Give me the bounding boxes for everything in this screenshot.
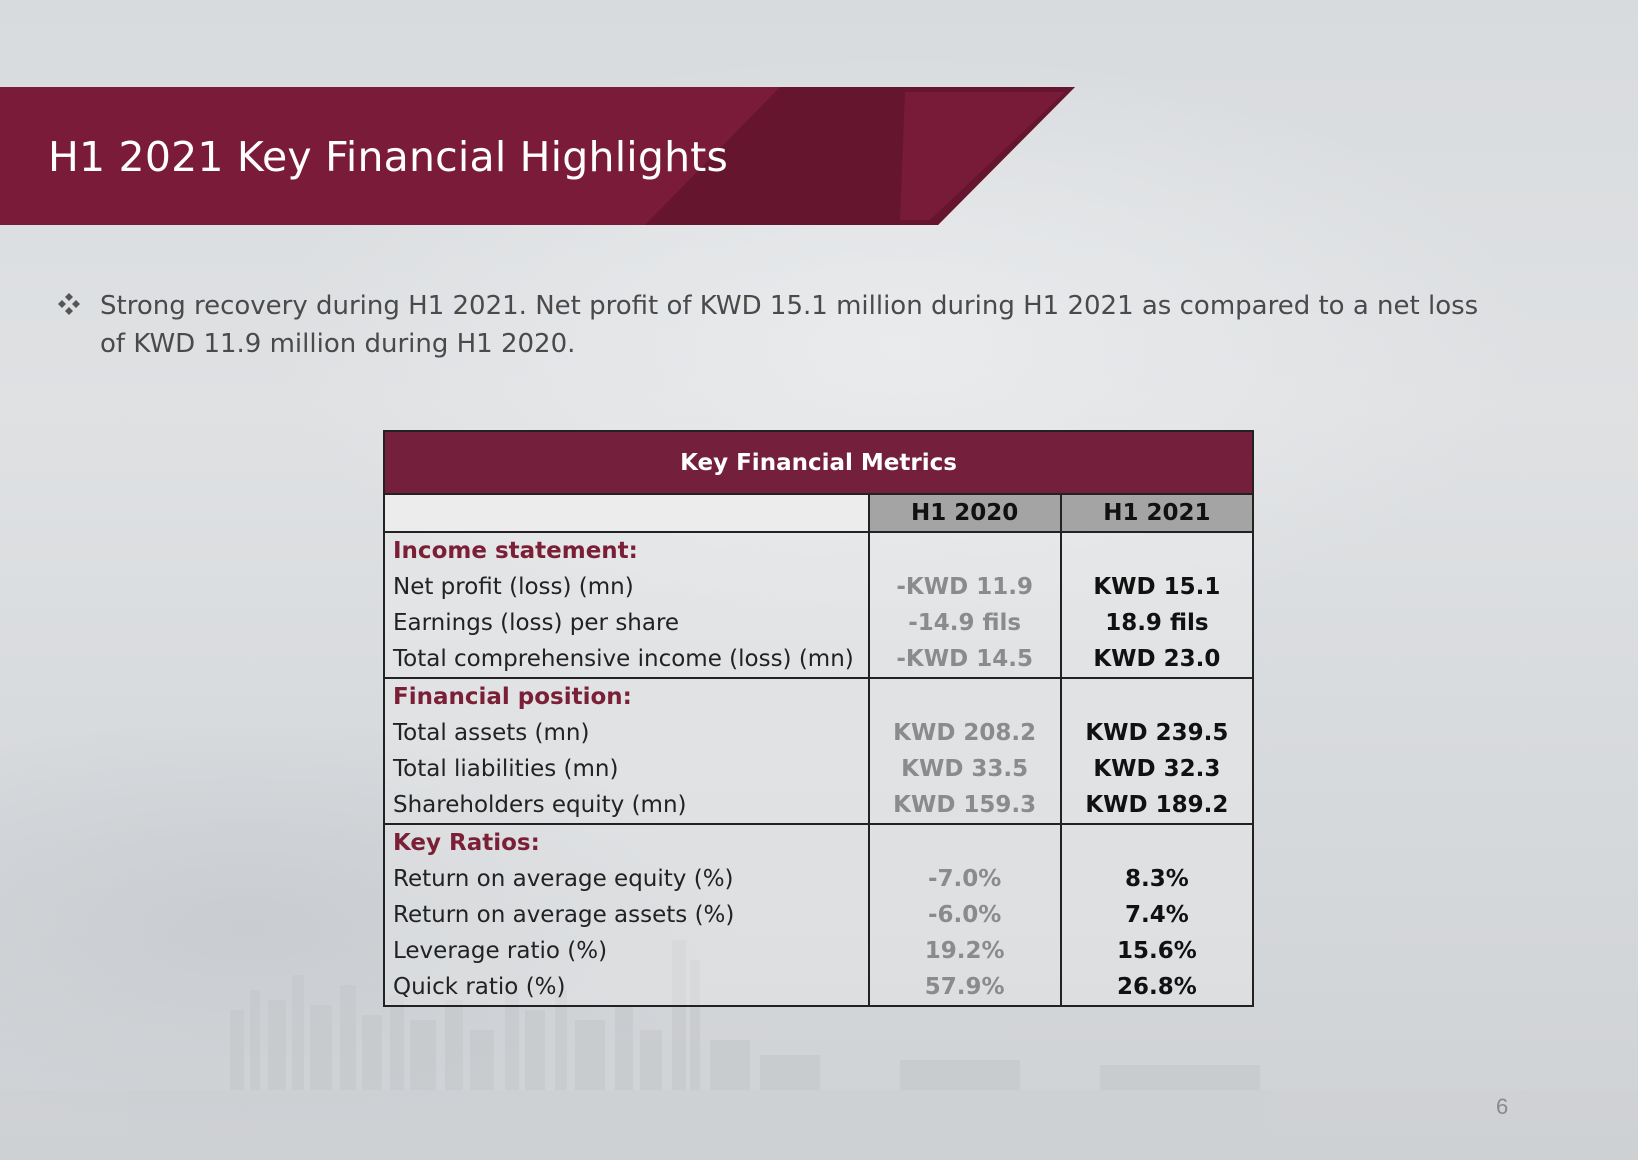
value-h1-2020: 57.9% — [868, 969, 1062, 1007]
section-income-statement: Income statement: Net profit (loss) (mn)… — [383, 532, 1255, 679]
value-h1-2021: KWD 32.3 — [1060, 751, 1255, 787]
value-h1-2020: KWD 33.5 — [868, 751, 1062, 787]
table-row: Return on average assets (%) -6.0% 7.4% — [383, 897, 1255, 933]
table-row: Total assets (mn) KWD 208.2 KWD 239.5 — [383, 715, 1255, 751]
table-row: Total liabilities (mn) KWD 33.5 KWD 32.3 — [383, 751, 1255, 787]
section-financial-position: Financial position: Total assets (mn) KW… — [383, 678, 1255, 825]
table-row: Quick ratio (%) 57.9% 26.8% — [383, 969, 1255, 1007]
value-h1-2021: KWD 15.1 — [1060, 569, 1255, 605]
column-header-h1-2020: H1 2020 — [867, 493, 1062, 533]
row-label: Return on average equity (%) — [383, 861, 870, 897]
value-h1-2021: KWD 189.2 — [1060, 787, 1255, 825]
value-h1-2020: 19.2% — [868, 933, 1062, 969]
section-label: Key Ratios: — [383, 824, 870, 861]
row-label: Shareholders equity (mn) — [383, 787, 870, 825]
section-key-ratios: Key Ratios: Return on average equity (%)… — [383, 824, 1255, 1007]
title-banner — [0, 87, 1075, 225]
table-row: Earnings (loss) per share -14.9 fils 18.… — [383, 605, 1255, 641]
value-h1-2020: -7.0% — [868, 861, 1062, 897]
value-h1-2021: KWD 239.5 — [1060, 715, 1255, 751]
row-label: Leverage ratio (%) — [383, 933, 870, 969]
value-h1-2020: -14.9 fils — [868, 605, 1062, 641]
section-label: Financial position: — [383, 678, 870, 715]
diamond-cluster-icon — [58, 293, 80, 315]
table-row: Return on average equity (%) -7.0% 8.3% — [383, 861, 1255, 897]
row-label: Net profit (loss) (mn) — [383, 569, 870, 605]
column-header-h1-2021: H1 2021 — [1059, 493, 1255, 533]
section-header-row: Income statement: — [383, 532, 1255, 569]
row-label: Quick ratio (%) — [383, 969, 870, 1007]
section-header-row: Key Ratios: — [383, 824, 1255, 861]
table-row: Leverage ratio (%) 19.2% 15.6% — [383, 933, 1255, 969]
column-header-blank — [383, 493, 870, 533]
row-label: Total comprehensive income (loss) (mn) — [383, 641, 870, 679]
summary-text: Strong recovery during H1 2021. Net prof… — [100, 291, 1479, 359]
section-header-row: Financial position: — [383, 678, 1255, 715]
section-label: Income statement: — [383, 532, 870, 569]
value-h1-2021: 8.3% — [1060, 861, 1255, 897]
value-h1-2021: 15.6% — [1060, 933, 1255, 969]
page-number: 6 — [1496, 1094, 1509, 1119]
value-h1-2021: 7.4% — [1060, 897, 1255, 933]
value-h1-2020: KWD 159.3 — [868, 787, 1062, 825]
row-label: Earnings (loss) per share — [383, 605, 870, 641]
value-h1-2020: -6.0% — [868, 897, 1062, 933]
row-label: Total liabilities (mn) — [383, 751, 870, 787]
key-financial-metrics-table: Key Financial Metrics H1 2020 H1 2021 In… — [383, 430, 1255, 1007]
row-label: Total assets (mn) — [383, 715, 870, 751]
value-h1-2020: -KWD 11.9 — [868, 569, 1062, 605]
table-row: Shareholders equity (mn) KWD 159.3 KWD 1… — [383, 787, 1255, 825]
table-caption: Key Financial Metrics — [383, 430, 1254, 495]
page-title: H1 2021 Key Financial Highlights — [48, 133, 729, 181]
value-h1-2021: KWD 23.0 — [1060, 641, 1255, 679]
value-h1-2021: 26.8% — [1060, 969, 1255, 1007]
table-row: Net profit (loss) (mn) -KWD 11.9 KWD 15.… — [383, 569, 1255, 605]
value-h1-2020: KWD 208.2 — [868, 715, 1062, 751]
table-row: Total comprehensive income (loss) (mn) -… — [383, 641, 1255, 679]
row-label: Return on average assets (%) — [383, 897, 870, 933]
value-h1-2021: 18.9 fils — [1060, 605, 1255, 641]
value-h1-2020: -KWD 14.5 — [868, 641, 1062, 679]
